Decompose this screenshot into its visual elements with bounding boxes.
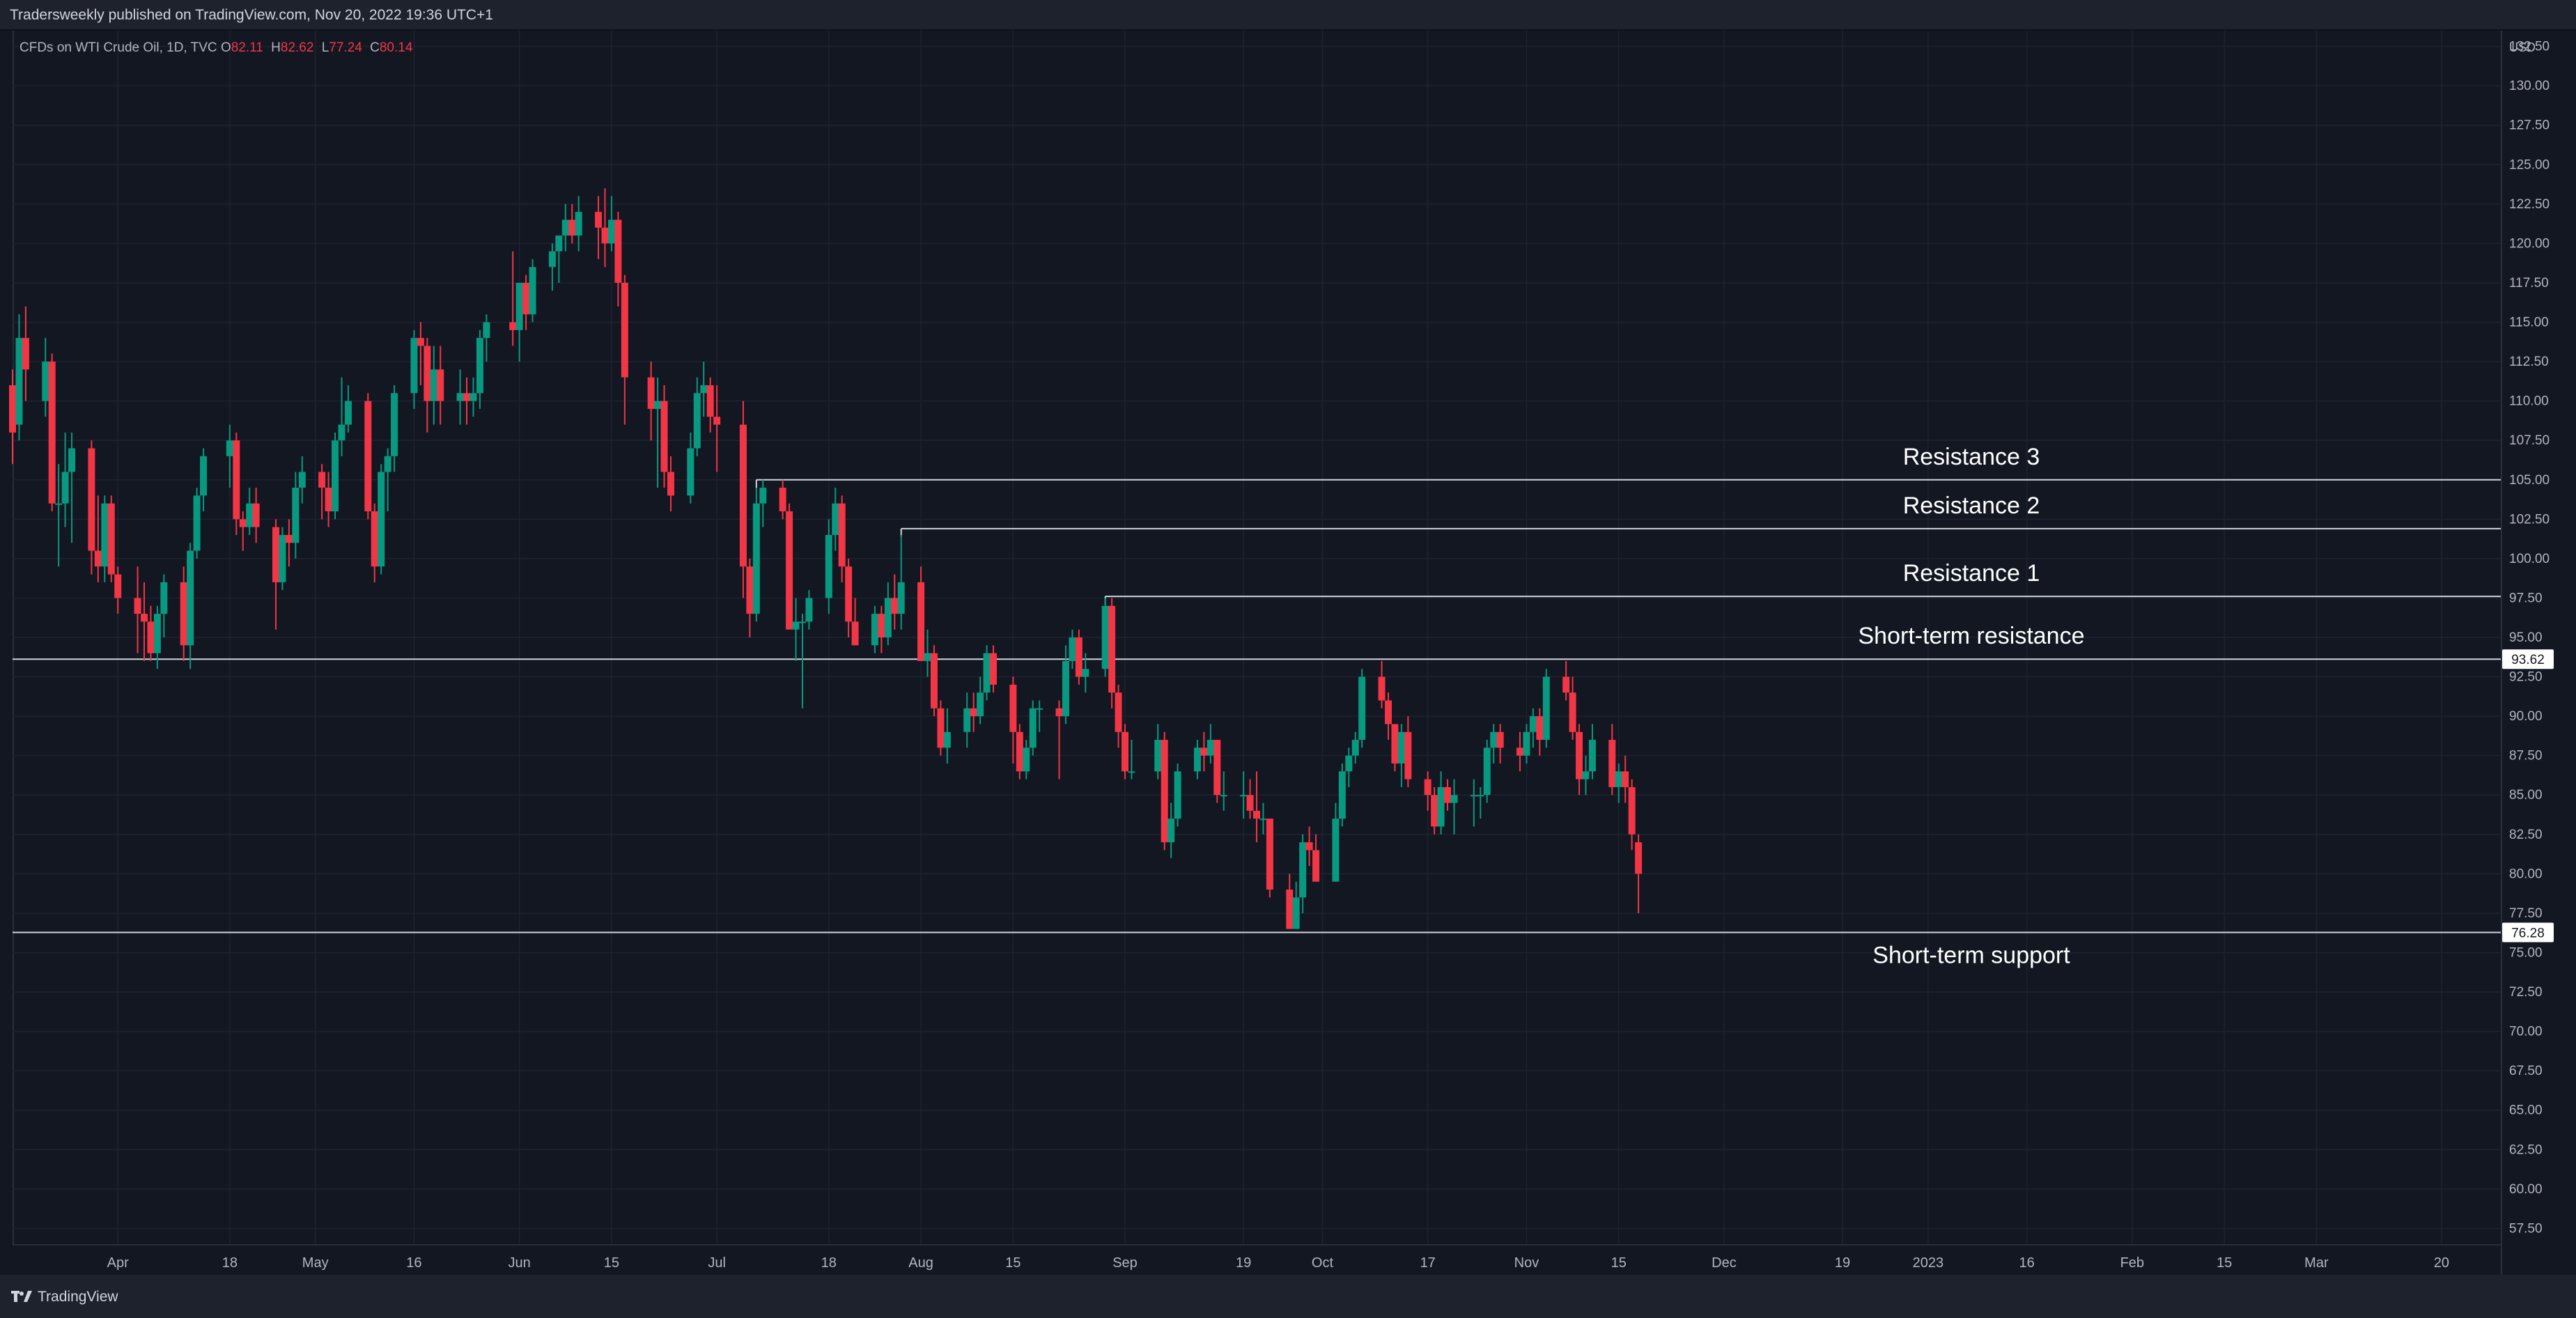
- publish-bar: Tradersweekly published on TradingView.c…: [0, 0, 2576, 31]
- open-value: 82.11: [231, 40, 263, 55]
- high-label: H: [271, 40, 281, 55]
- close-value: 80.14: [379, 40, 413, 55]
- high-value: 82.62: [280, 40, 314, 55]
- chart-area[interactable]: [13, 31, 2502, 1275]
- brand-name: TradingView: [38, 1289, 118, 1305]
- tradingview-logo-icon: [11, 1291, 32, 1302]
- symbol-legend[interactable]: CFDs on WTI Crude Oil, 1D, TVC O82.11 H8…: [20, 40, 417, 56]
- symbol-name[interactable]: CFDs on WTI Crude Oil, 1D, TVC: [20, 40, 217, 55]
- close-label: C: [370, 40, 380, 55]
- low-value: 77.24: [329, 40, 362, 55]
- publish-info: Tradersweekly published on TradingView.c…: [10, 7, 493, 23]
- open-label: O: [220, 40, 231, 55]
- tradingview-logo[interactable]: TradingView: [11, 1289, 118, 1305]
- time-axis[interactable]: [13, 1244, 2501, 1276]
- price-axis[interactable]: [2501, 31, 2576, 1275]
- low-label: L: [321, 40, 329, 55]
- footer: TradingView: [0, 1275, 2576, 1318]
